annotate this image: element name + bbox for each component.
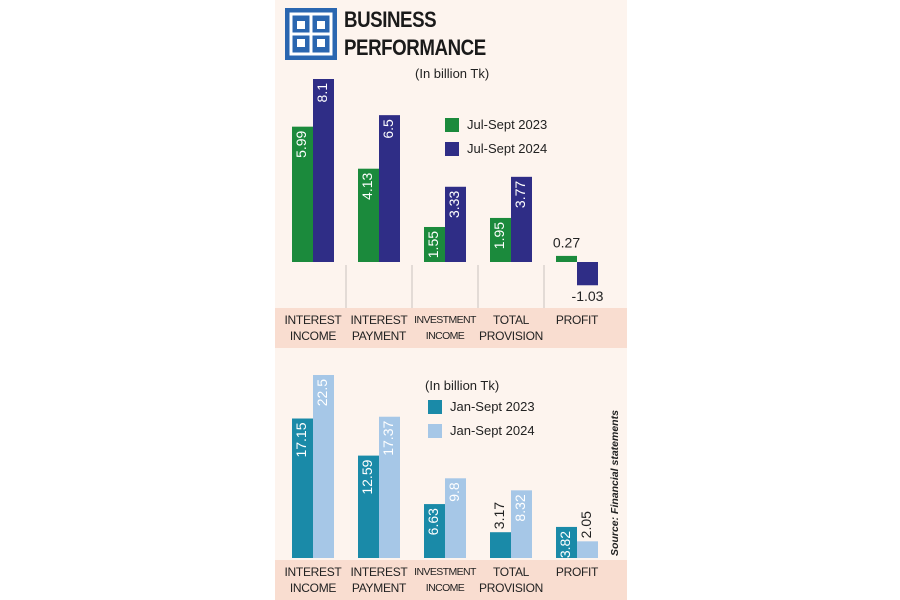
legend-swatch <box>445 142 459 156</box>
x-tick-label: PROFIT <box>555 565 599 579</box>
value-label: 3.82 <box>557 531 573 558</box>
bar <box>445 186 466 262</box>
legend-label: Jan-Sept 2024 <box>450 423 535 438</box>
subtitle: (In billion Tk) <box>415 66 490 81</box>
source: Source: Financial statements <box>609 410 621 556</box>
bar <box>424 226 445 262</box>
bar <box>358 168 379 262</box>
legend-swatch <box>428 400 442 414</box>
legend-swatch <box>445 118 459 132</box>
legend-label: Jul-Sept 2024 <box>467 141 548 156</box>
value-label: 0.27 <box>553 235 580 251</box>
bar <box>490 217 511 262</box>
value-label: 22.5 <box>314 379 330 406</box>
bar <box>577 262 598 286</box>
bar <box>511 176 532 262</box>
bar <box>313 375 334 558</box>
bar <box>292 126 313 262</box>
value-label: 6.5 <box>380 119 396 139</box>
value-label: 9.8 <box>446 482 462 502</box>
bar <box>313 79 334 262</box>
bar <box>379 416 400 558</box>
category-band <box>275 308 627 348</box>
value-label: 1.55 <box>425 231 441 258</box>
bar <box>292 418 313 558</box>
bar <box>556 255 577 262</box>
value-label: 3.33 <box>446 191 462 218</box>
x-tick-label: INTEREST PAYMENT <box>350 565 408 595</box>
value-label: 17.15 <box>293 422 309 457</box>
value-label: 2.05 <box>578 511 594 538</box>
bar <box>424 504 445 558</box>
value-label: 8.32 <box>512 494 528 521</box>
logo <box>285 8 337 60</box>
bar <box>490 532 511 558</box>
value-label: 3.17 <box>491 502 507 529</box>
x-tick-label: INVESTMENT INCOME <box>414 314 476 342</box>
value-label: 12.59 <box>359 459 375 494</box>
value-label: 3.77 <box>512 181 528 208</box>
legend-swatch <box>428 424 442 438</box>
bar <box>358 455 379 558</box>
value-label: 6.63 <box>425 508 441 535</box>
x-tick-label: INTEREST INCOME <box>284 313 342 343</box>
bar <box>556 526 577 558</box>
value-label: -1.03 <box>572 288 604 304</box>
value-label: 5.99 <box>293 130 309 157</box>
x-tick-label: INVESTMENT INCOME <box>414 566 476 594</box>
legend-label: Jul-Sept 2023 <box>467 117 548 132</box>
value-label: 1.95 <box>491 222 507 249</box>
x-tick-label: TOTAL PROVISION <box>479 313 543 343</box>
subtitle: (In billion Tk) <box>425 378 500 393</box>
x-tick-label: TOTAL PROVISION <box>479 565 543 595</box>
x-tick-label: INTEREST INCOME <box>284 565 342 595</box>
bar <box>577 541 598 558</box>
value-label: 17.37 <box>380 421 396 456</box>
bar <box>445 478 466 558</box>
x-tick-label: PROFIT <box>555 313 599 327</box>
bar <box>511 490 532 558</box>
legend-label: Jan-Sept 2023 <box>450 399 535 414</box>
chart-title: BUSINESS PERFORMANCE <box>344 7 486 60</box>
bar <box>379 115 400 262</box>
value-label: 4.13 <box>359 172 375 199</box>
x-tick-label: INTEREST PAYMENT <box>350 313 408 343</box>
category-band <box>275 560 627 600</box>
value-label: 8.1 <box>314 83 330 103</box>
